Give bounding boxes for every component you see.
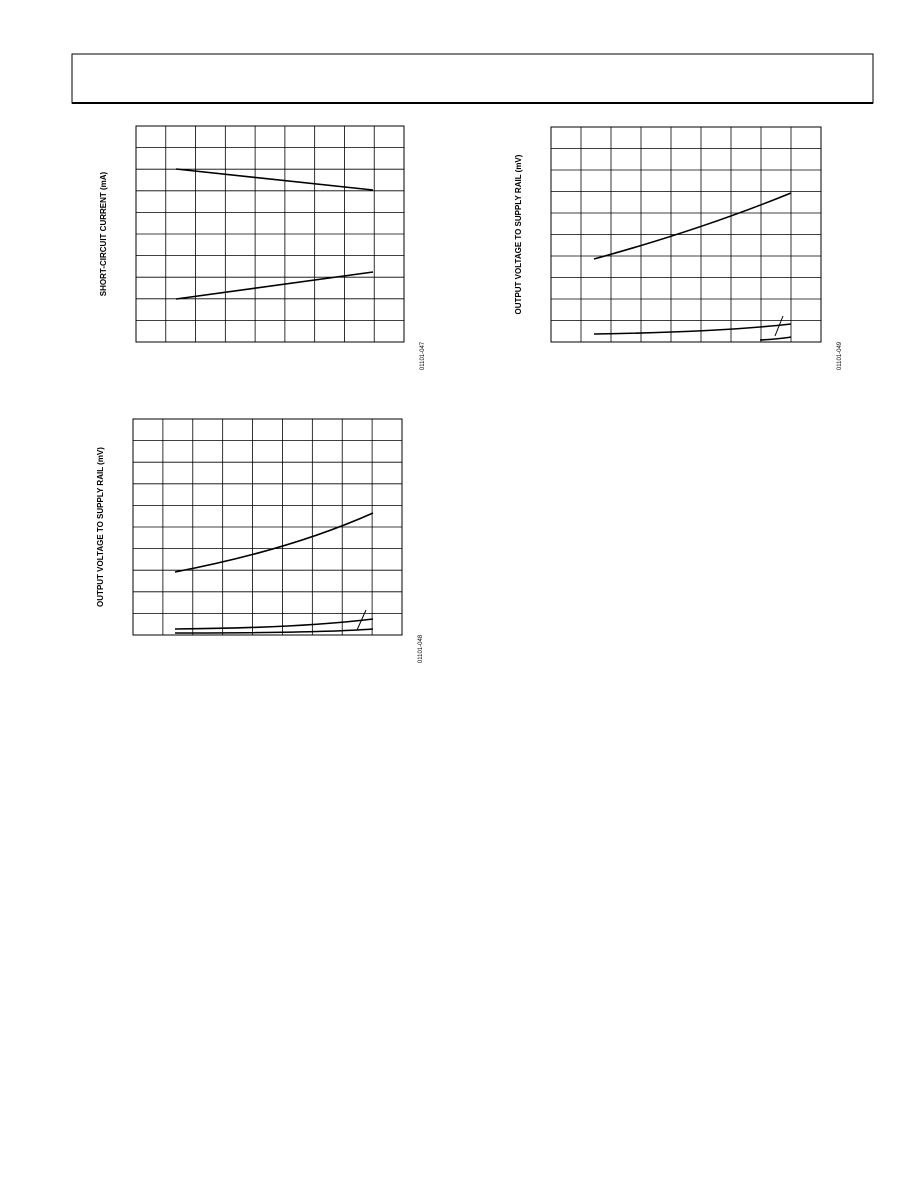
curves bbox=[174, 168, 792, 634]
figure-code: 01101-047 bbox=[420, 341, 426, 370]
header-box bbox=[71, 53, 874, 104]
curve bbox=[759, 336, 792, 341]
curve bbox=[174, 628, 374, 634]
curve bbox=[174, 512, 374, 573]
curve bbox=[175, 271, 374, 300]
curve bbox=[175, 168, 374, 191]
arrow bbox=[774, 315, 784, 337]
y-axis-label: OUTPUT VOLTAGE TO SUPPLY RAIL (mV) bbox=[514, 154, 523, 314]
arrow bbox=[356, 609, 367, 631]
figure-code: 01101-048 bbox=[418, 634, 424, 663]
curve bbox=[174, 618, 374, 630]
y-axis-label: SHORT-CIRCUIT CURRENT (mA) bbox=[99, 171, 108, 296]
y-axis-label: OUTPUT VOLTAGE TO SUPPLY RAIL (mV) bbox=[96, 447, 105, 607]
curve bbox=[593, 323, 792, 335]
figure-code: 01101-049 bbox=[837, 341, 843, 370]
curve bbox=[593, 192, 792, 260]
